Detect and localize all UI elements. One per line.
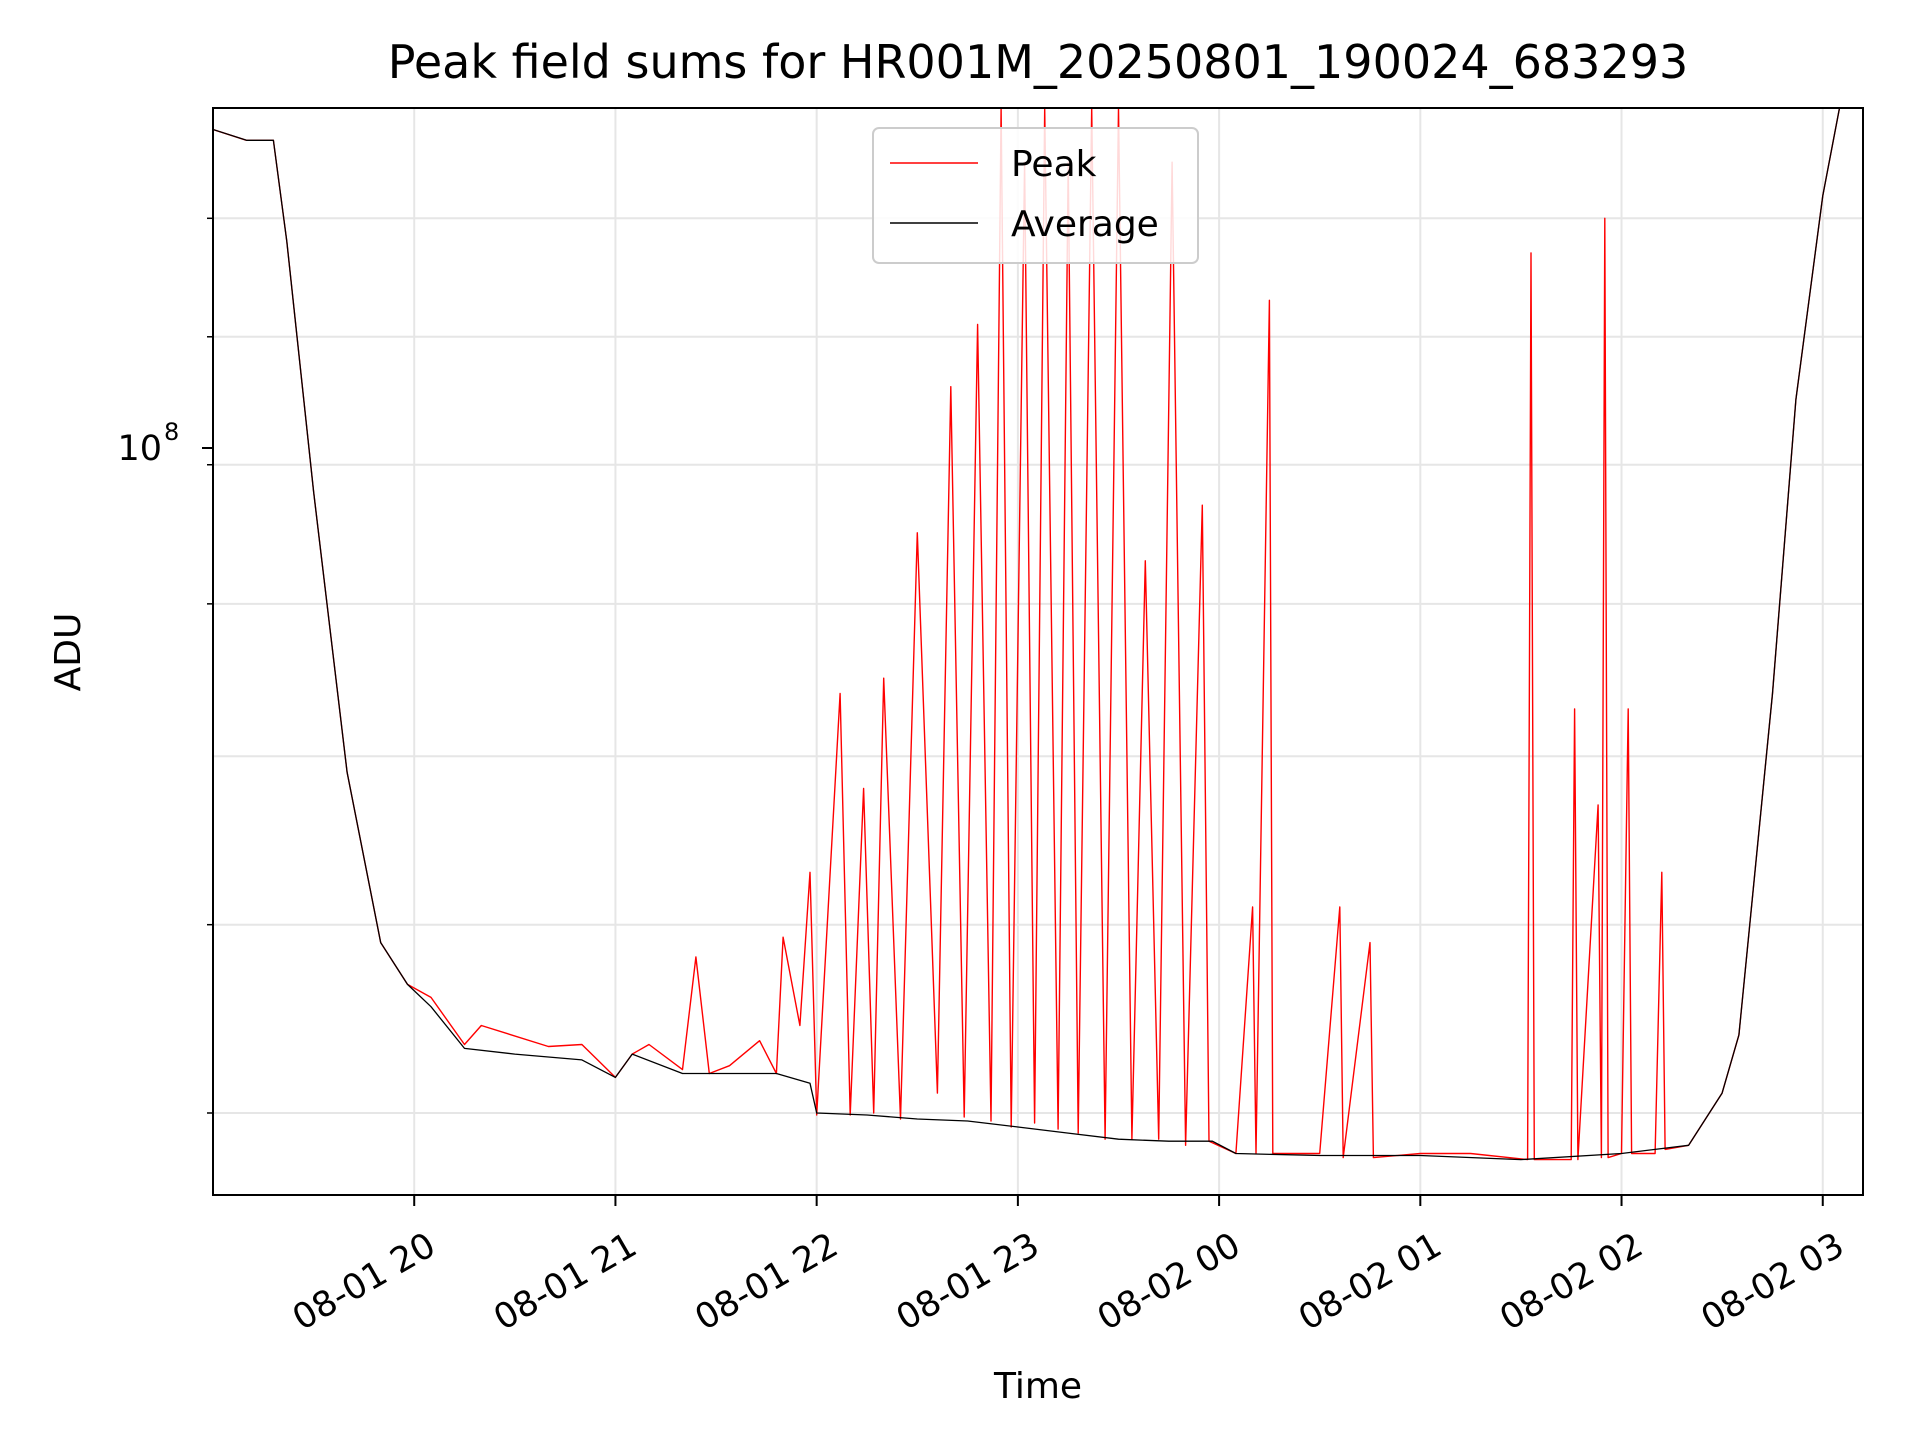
legend: Peak Average bbox=[872, 127, 1199, 264]
legend-box bbox=[872, 127, 1199, 264]
series-line-peak bbox=[213, 108, 1863, 1161]
series-layer bbox=[213, 108, 1863, 1161]
series-line-average bbox=[213, 108, 1863, 1161]
y-tick-base: 10 bbox=[117, 429, 162, 469]
chart-title: Peak field sums for HR001M_20250801_1900… bbox=[388, 35, 1689, 89]
y-tick-exponent: 8 bbox=[164, 418, 179, 446]
y-axis-label: ADU bbox=[48, 613, 89, 692]
x-axis-label: Time bbox=[993, 1366, 1082, 1407]
y-tick-label: 10 bbox=[117, 429, 162, 469]
plot-frame bbox=[212, 107, 1864, 1196]
y-axis-ticks: 10 8 bbox=[117, 418, 213, 469]
legend-label-peak: Peak bbox=[1011, 144, 1097, 185]
grid-lines bbox=[207, 108, 1863, 1195]
legend-label-average: Average bbox=[1011, 204, 1159, 245]
